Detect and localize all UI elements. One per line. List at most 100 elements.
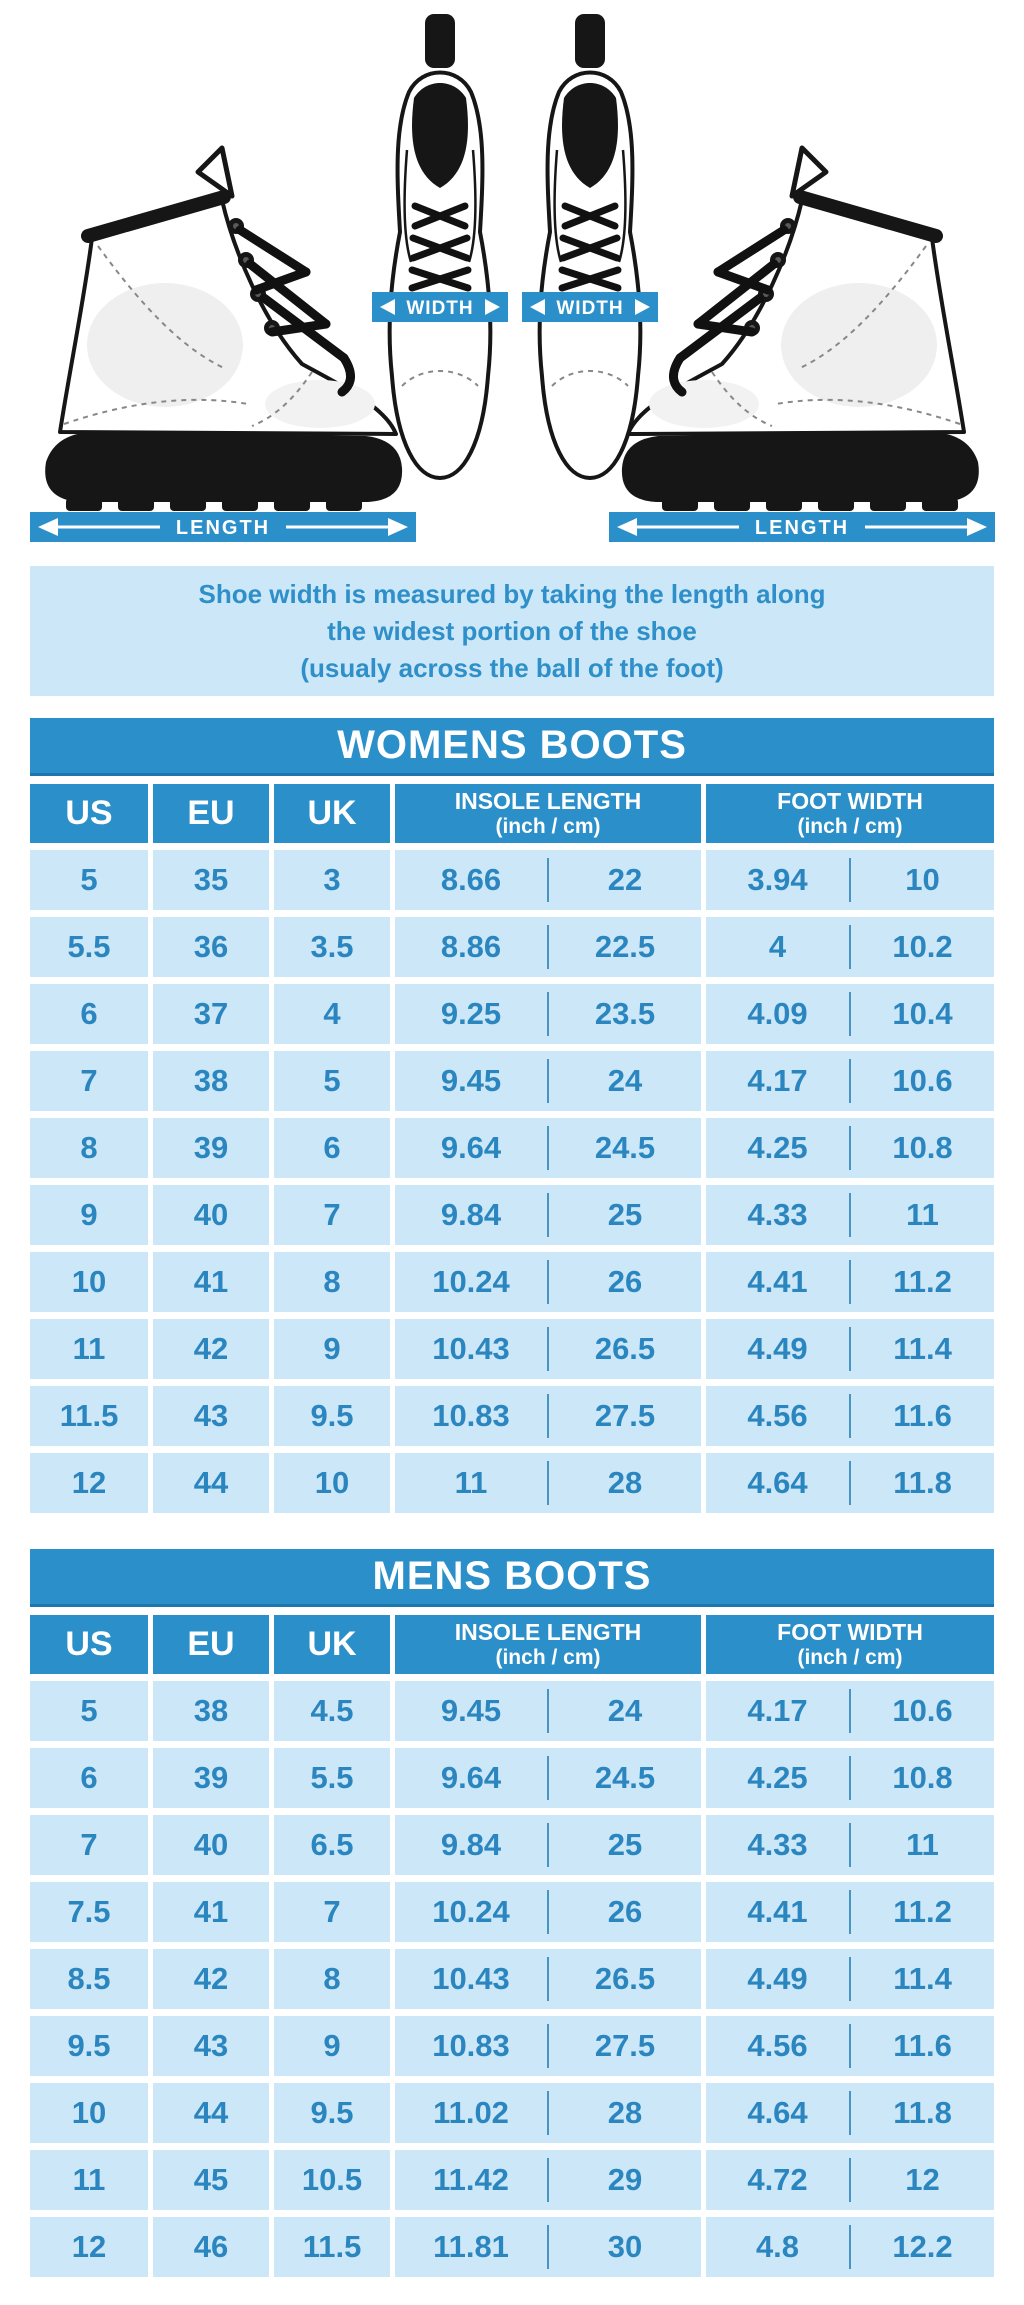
size-value-cell: 5 — [30, 850, 148, 910]
inch-cm-cell: 4.41 11.2 — [706, 1882, 994, 1942]
womens-boots-table: WOMENS BOOTS US EU UK INSOLE LENGTH (inc… — [30, 718, 994, 1513]
note-line: Shoe width is measured by taking the len… — [198, 578, 826, 609]
size-value-cell: 39 — [153, 1118, 269, 1178]
cell-divider — [849, 1125, 851, 1171]
table-body: 5 35 3 8.66 22 3.94 10 5.5 36 3.5 8.86 22.5 4 10.2 6 37… — [30, 850, 994, 1513]
table-row: 5.5 36 3.5 8.86 22.5 4 10.2 — [30, 917, 994, 977]
arrow-left-icon — [530, 299, 545, 315]
inch-cm-cell: 9.64 24.5 — [395, 1118, 701, 1178]
table-title: WOMENS BOOTS — [30, 718, 994, 776]
cell-divider — [849, 991, 851, 1037]
inch-value: 9.45 — [440, 1063, 502, 1098]
inch-value: 4.56 — [747, 2028, 808, 2063]
size-value-cell: 38 — [153, 1051, 269, 1111]
cm-value: 11.2 — [893, 1264, 952, 1299]
arrow-right-icon — [635, 299, 650, 315]
col-header-label: INSOLE LENGTH — [454, 787, 642, 814]
inch-cm-cell: 9.45 24 — [395, 1051, 701, 1111]
cell-divider — [547, 1755, 549, 1801]
inch-value: 8.86 — [440, 929, 502, 964]
size-value-cell: 7 — [30, 1815, 148, 1875]
cell-divider — [547, 2090, 549, 2136]
size-value-cell: 6 — [274, 1118, 390, 1178]
cell-divider — [849, 1688, 851, 1734]
inch-cm-cell: 10.43 26.5 — [395, 1319, 701, 1379]
inch-value: 4.49 — [747, 1961, 808, 1996]
inch-value: 4.56 — [747, 1398, 808, 1433]
cm-value: 24 — [607, 1063, 643, 1098]
col-header-label: FOOT WIDTH — [777, 1618, 923, 1645]
inch-cm-cell: 4.25 10.8 — [706, 1748, 994, 1808]
measurement-note: Shoe width is measured by taking the len… — [30, 566, 994, 696]
hero-illustration: WIDTH WIDTH LENGTH LENGTH — [0, 0, 1024, 550]
cm-value: 10.8 — [892, 1760, 953, 1795]
inch-cm-cell: 4.8 12.2 — [706, 2217, 994, 2277]
cell-divider — [849, 1956, 851, 2002]
cm-value: 11.8 — [893, 2095, 952, 2130]
cm-value: 26 — [607, 1894, 643, 1929]
inch-cm-cell: 4.25 10.8 — [706, 1118, 994, 1178]
cm-value: 10 — [905, 862, 940, 897]
cm-value: 11.4 — [893, 1961, 952, 1996]
inch-cm-cell: 4.64 11.8 — [706, 1453, 994, 1513]
size-value-cell: 4.5 — [274, 1681, 390, 1741]
inch-cm-cell: 10.24 26 — [395, 1882, 701, 1942]
size-value-cell: 41 — [153, 1882, 269, 1942]
inch-value: 4.49 — [747, 1331, 808, 1366]
cm-value: 22 — [607, 862, 643, 897]
inch-value: 10.83 — [432, 1398, 510, 1433]
col-header-eu: EU — [153, 784, 269, 843]
top-view-boot-left — [390, 14, 491, 478]
cm-value: 28 — [607, 1465, 643, 1500]
inch-cm-cell: 8.86 22.5 — [395, 917, 701, 977]
size-value-cell: 7 — [30, 1051, 148, 1111]
cm-value: 11.4 — [893, 1331, 952, 1366]
table-row: 11 45 10.5 11.42 29 4.72 12 — [30, 2150, 994, 2210]
size-value-cell: 35 — [153, 850, 269, 910]
inch-value: 4.25 — [747, 1760, 808, 1795]
inch-value: 9.25 — [440, 996, 502, 1031]
inch-cm-cell: 8.66 22 — [395, 850, 701, 910]
cell-divider — [849, 2157, 851, 2203]
col-header-us: US — [30, 1615, 148, 1674]
size-value-cell: 40 — [153, 1815, 269, 1875]
inch-cm-cell: 4.17 10.6 — [706, 1681, 994, 1741]
inch-cm-cell: 9.84 25 — [395, 1185, 701, 1245]
cm-value: 26.5 — [594, 1961, 656, 1996]
size-value-cell: 45 — [153, 2150, 269, 2210]
arrow-right-icon — [485, 299, 500, 315]
col-header-us: US — [30, 784, 148, 843]
table-title: MENS BOOTS — [30, 1549, 994, 1607]
inch-value: 9.64 — [440, 1130, 502, 1165]
mens-boots-table: MENS BOOTS US EU UK INSOLE LENGTH (inch … — [30, 1549, 994, 2277]
inch-value: 4.33 — [747, 1827, 808, 1862]
cell-divider — [849, 924, 851, 970]
inch-value: 4.09 — [747, 996, 808, 1031]
inch-cm-cell: 4.09 10.4 — [706, 984, 994, 1044]
size-value-cell: 5.5 — [274, 1748, 390, 1808]
inch-cm-cell: 10.83 27.5 — [395, 2016, 701, 2076]
arrow-left-icon — [38, 518, 58, 536]
table-row: 6 37 4 9.25 23.5 4.09 10.4 — [30, 984, 994, 1044]
size-value-cell: 9.5 — [274, 2083, 390, 2143]
size-value-cell: 39 — [153, 1748, 269, 1808]
cell-divider — [849, 1460, 851, 1506]
cm-value: 11.8 — [893, 1465, 952, 1500]
length-measure-bar-left: LENGTH — [30, 512, 416, 542]
size-value-cell: 38 — [153, 1681, 269, 1741]
size-value-cell: 11.5 — [30, 1386, 148, 1446]
inch-cm-cell: 11.42 29 — [395, 2150, 701, 2210]
size-value-cell: 9.5 — [30, 2016, 148, 2076]
col-header-foot-width: FOOT WIDTH (inch / cm) — [706, 1615, 994, 1674]
width-label: WIDTH — [556, 298, 623, 319]
cell-divider — [849, 1192, 851, 1238]
inch-cm-cell: 11 28 — [395, 1453, 701, 1513]
table-row: 6 39 5.5 9.64 24.5 4.25 10.8 — [30, 1748, 994, 1808]
inch-value: 3.94 — [747, 862, 808, 897]
size-value-cell: 3 — [274, 850, 390, 910]
col-header-insole-length: INSOLE LENGTH (inch / cm) — [395, 784, 701, 843]
inch-value: 4.64 — [747, 2095, 808, 2130]
cell-divider — [849, 1058, 851, 1104]
table-row: 7 40 6.5 9.84 25 4.33 11 — [30, 1815, 994, 1875]
cm-value: 30 — [607, 2229, 643, 2264]
